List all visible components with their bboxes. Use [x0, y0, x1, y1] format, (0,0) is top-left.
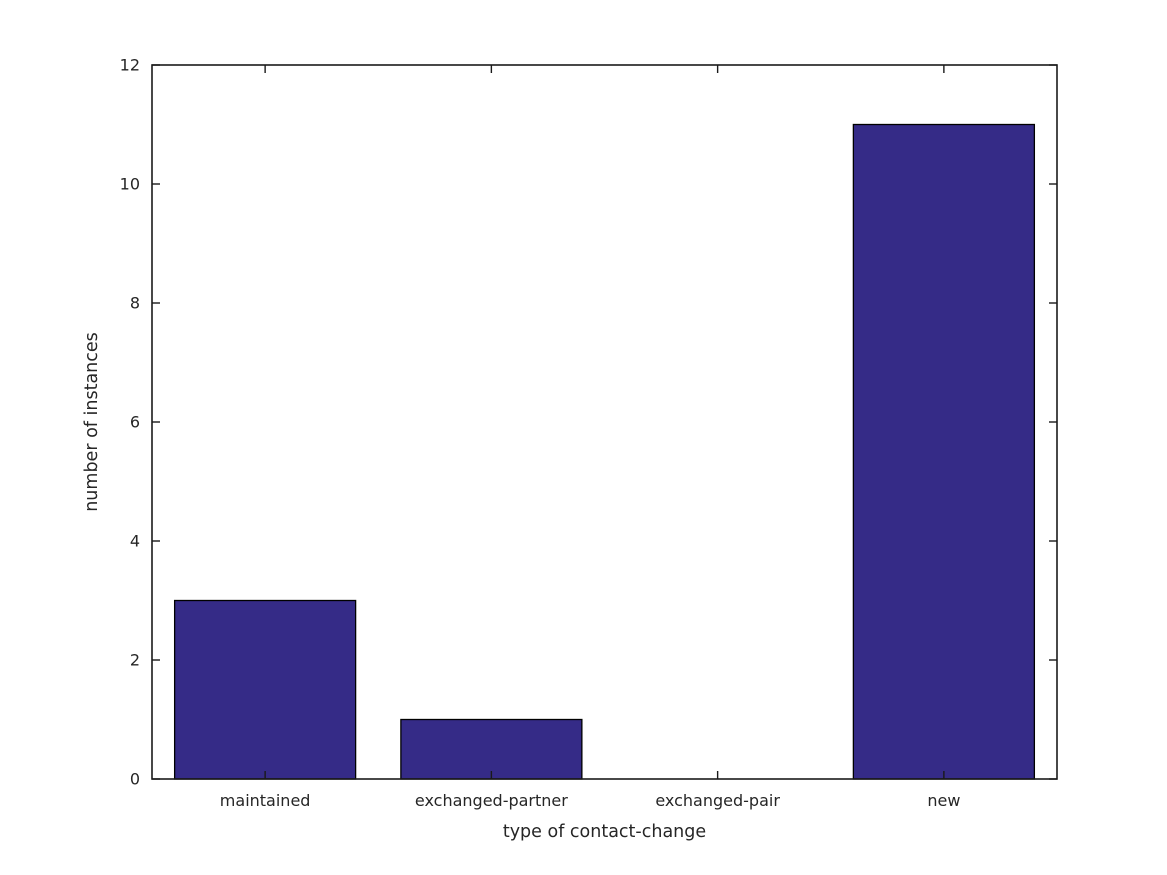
y-tick-label: 0: [130, 770, 140, 789]
bar-new: [852, 123, 1036, 780]
x-tick-label: new: [927, 791, 960, 810]
y-tick-label: 8: [130, 294, 140, 313]
y-axis-label: number of instances: [82, 332, 102, 512]
x-tick-label: exchanged-partner: [415, 791, 568, 810]
bar-exchanged-partner: [400, 718, 583, 780]
x-tick-label: maintained: [220, 791, 311, 810]
x-tick-label: exchanged-pair: [655, 791, 780, 810]
bar-maintained: [173, 599, 357, 780]
y-tick-label: 12: [120, 56, 140, 75]
x-axis-label: type of contact-change: [503, 822, 706, 842]
y-tick-label: 4: [130, 532, 140, 551]
y-tick-label: 10: [120, 175, 140, 194]
y-tick-label: 6: [130, 413, 140, 432]
y-tick-label: 2: [130, 651, 140, 670]
